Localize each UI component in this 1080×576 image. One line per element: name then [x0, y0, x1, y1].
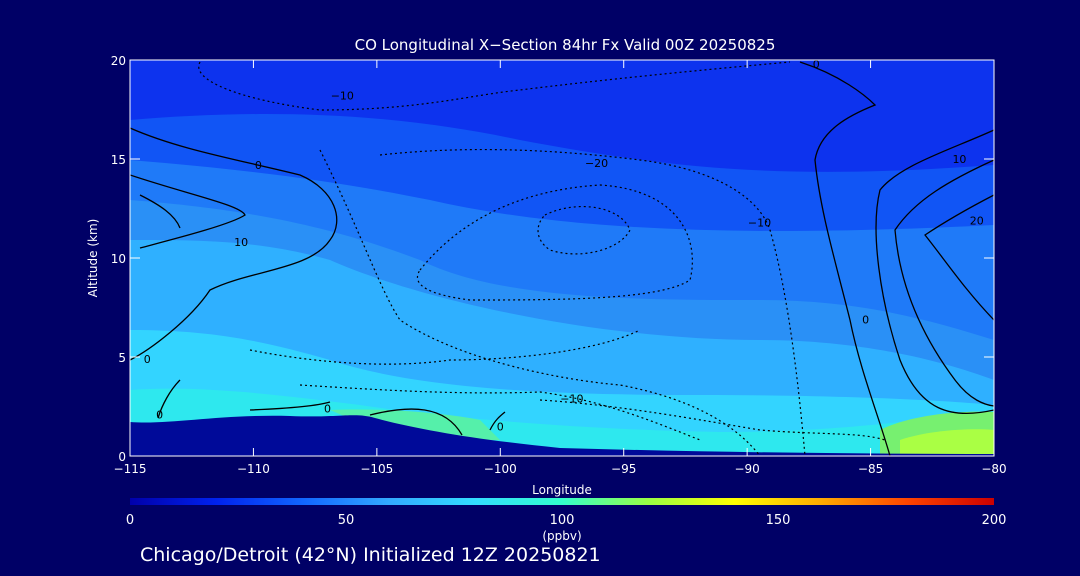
x-tick-label: −85 [858, 462, 883, 476]
contour-line [319, 149, 761, 456]
x-axis: −115 −110 −105 −100 −95 −90 −85 −80 [114, 60, 1007, 476]
colorbar-tick-label: 150 [766, 513, 791, 528]
field-band-8 [330, 409, 500, 440]
contour-line [139, 194, 181, 229]
contour-line [369, 408, 463, 436]
contour-line [157, 379, 181, 419]
x-tick-label: −80 [981, 462, 1006, 476]
contour-line [249, 329, 641, 365]
colorbar-tick-label: 100 [550, 513, 575, 528]
contour-line [299, 384, 701, 441]
contour-line [799, 61, 891, 456]
y-tick-label: 5 [118, 351, 126, 365]
y-tick-label: 0 [118, 450, 126, 464]
contour-line [924, 194, 994, 321]
x-tick-label: −105 [360, 462, 393, 476]
contour-line [379, 148, 806, 456]
x-tick-label: −95 [611, 462, 636, 476]
y-tick-label: 15 [111, 153, 126, 167]
contours-dashed [198, 61, 886, 456]
contour-label: 20 [970, 214, 984, 227]
colorbar-tick-label: 50 [338, 513, 355, 528]
contour-label: 0 [497, 420, 504, 433]
contour-label: 0 [255, 159, 262, 172]
colorbar [130, 498, 994, 505]
contour-label: 10 [234, 236, 248, 249]
contour-label: −10 [331, 90, 354, 103]
field-band-10 [900, 429, 994, 456]
colorbar-label: (ppbv) [542, 529, 581, 543]
co-field: 10 0 0 0 0 0 −10 −20 −10 −10 0 0 10 20 [130, 58, 994, 456]
contour-line [249, 401, 331, 411]
y-tick-label: 10 [111, 252, 126, 266]
x-tick-label: −110 [237, 462, 270, 476]
colorbar-ticks: 0 50 100 150 200 [126, 513, 1007, 528]
contours-solid [130, 61, 994, 456]
contour-line [198, 61, 791, 111]
contour-line [875, 129, 994, 415]
contour-label: 0 [324, 402, 331, 415]
x-tick-label: −115 [114, 462, 147, 476]
contour-label: 0 [813, 58, 820, 71]
contour-label: −10 [748, 216, 771, 229]
terrain [130, 415, 994, 456]
y-axis-label: Altitude (km) [86, 219, 100, 298]
contour-label: 0 [144, 353, 151, 366]
chart-title: CO Longitudinal X−Section 84hr Fx Valid … [355, 36, 776, 54]
contour-line [489, 411, 506, 431]
footer-caption: Chicago/Detroit (42°N) Initialized 12Z 2… [140, 544, 601, 566]
contour-line [130, 174, 246, 249]
contour-label: −20 [585, 157, 608, 170]
contour-label: −10 [560, 393, 583, 406]
contour-line [894, 159, 994, 407]
x-tick-label: −90 [734, 462, 759, 476]
x-axis-label: Longitude [532, 483, 592, 497]
contour-line [417, 184, 693, 301]
contour-label: 0 [156, 408, 163, 421]
contour-line [130, 127, 338, 361]
y-axis: 0 5 10 15 20 [111, 54, 994, 464]
x-tick-label: −100 [484, 462, 517, 476]
contour-labels: 10 0 0 0 0 0 −10 −20 −10 −10 0 0 10 20 [144, 58, 984, 433]
contour-line [537, 205, 631, 255]
colorbar-tick-label: 200 [982, 513, 1007, 528]
contour-line [539, 399, 886, 441]
y-tick-label: 20 [111, 54, 126, 68]
colorbar-tick-label: 0 [126, 513, 134, 528]
contour-label: 10 [952, 153, 966, 166]
contour-label: 0 [862, 313, 869, 326]
